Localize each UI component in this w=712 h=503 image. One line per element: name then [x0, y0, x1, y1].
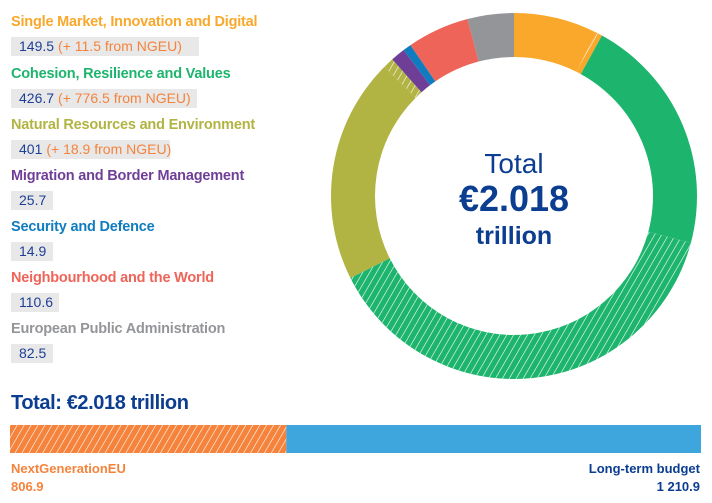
donut-slice [392, 50, 431, 93]
long-term-bar-label: Long-term budget [588, 461, 700, 476]
donut-slice [403, 45, 436, 86]
donut-center-value: €2.018 [458, 178, 570, 219]
ngeu-value: (+ 776.5 from NGEU) [58, 90, 191, 106]
donut-center-label: Total [484, 148, 544, 179]
category-label: Migration and Border Management [11, 168, 245, 184]
donut-slice [467, 13, 514, 62]
bar-segment [286, 425, 701, 453]
ngeu-value: (+ 18.9 from NGEU) [46, 141, 172, 157]
category-value: 401 (+ 18.9 from NGEU) [11, 140, 172, 159]
category-value: 82.5 [11, 344, 53, 363]
long-term-value: 14.9 [19, 243, 47, 259]
long-term-value: 426.7 [19, 90, 55, 106]
donut-chart [331, 13, 697, 379]
ngeu-value: (+ 11.5 from NGEU) [58, 38, 182, 54]
category-label: Security and Defence [11, 219, 155, 235]
category-label: European Public Administration [11, 321, 226, 337]
category-value: 25.7 [11, 191, 53, 210]
category-label: Cohesion, Resilience and Values [11, 66, 231, 82]
long-term-value: 401 [19, 141, 43, 157]
category-value: 149.5 (+ 11.5 from NGEU) [11, 37, 199, 56]
hatch-overlay [10, 425, 287, 453]
ngeu-bar-value: 806.9 [11, 479, 44, 494]
long-term-value: 25.7 [19, 192, 47, 208]
category-value: 14.9 [11, 242, 53, 261]
category-value: 426.7 (+ 776.5 from NGEU) [11, 89, 197, 108]
category-value: 110.6 [11, 293, 59, 312]
long-term-bar-value: 1 210.9 [656, 479, 700, 494]
donut-slice [410, 19, 479, 82]
ngeu-bar-label: NextGenerationEU [11, 461, 126, 476]
donut-slice [331, 66, 416, 278]
long-term-value: 82.5 [19, 345, 47, 361]
category-label: Single Market, Innovation and Digital [11, 14, 258, 30]
total-title: Total: €2.018 trillion [11, 392, 189, 414]
long-term-value: 110.6 [19, 294, 53, 310]
donut-slice [514, 13, 597, 72]
donut-center-unit: trillion [475, 222, 553, 250]
hatch-overlay [350, 231, 691, 379]
long-term-value: 149.5 [19, 38, 55, 54]
hatch-overlay [384, 59, 422, 98]
stacked-bar [10, 425, 701, 453]
hatch-overlay [576, 32, 602, 75]
category-label: Natural Resources and Environment [11, 117, 255, 133]
donut-slice [580, 35, 697, 243]
category-label: Neighbourhood and the World [11, 270, 214, 286]
